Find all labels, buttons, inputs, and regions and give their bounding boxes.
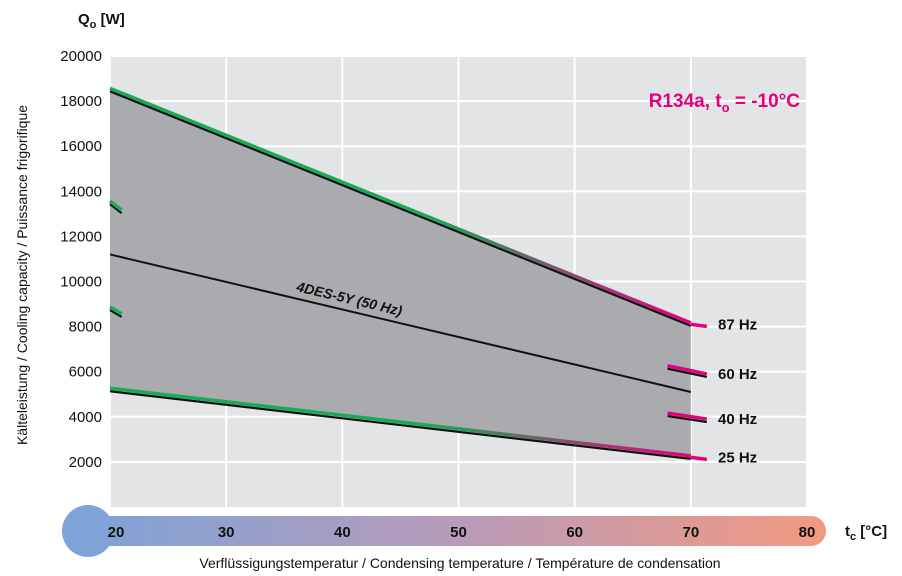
x-axis-color-bar: [88, 516, 826, 546]
y-tick-label: 8000: [69, 319, 102, 336]
y-tick-label: 20000: [60, 48, 102, 65]
series-line-4: [109, 253, 692, 393]
series-line-1-shadow: [667, 367, 708, 379]
series-line-2: [667, 411, 708, 421]
series-line-3-shadow: [109, 390, 691, 460]
series-line-3-tail: [690, 455, 708, 462]
y-tick-label: 16000: [60, 138, 102, 155]
x-tick-label: 20: [108, 524, 125, 541]
x-tick-label: 60: [566, 524, 583, 541]
series-line-2-start-shadow: [109, 309, 123, 318]
x-tick-label: 50: [450, 524, 467, 541]
x-axis-bottom-label: Verflüssigungstemperatur / Condensing te…: [199, 555, 720, 571]
series-line-2-shadow: [667, 414, 707, 424]
x-tick-label: 70: [682, 524, 699, 541]
series-line-0-shadow: [109, 90, 692, 327]
series-lines: [108, 86, 708, 462]
series-line-1-start-shadow: [109, 203, 123, 214]
x-axis-bar-start-circle: [62, 505, 114, 557]
frequency-label: 87 Hz: [718, 316, 757, 333]
series-line-0-tail: [690, 322, 708, 329]
series-line-1-start: [108, 199, 123, 212]
series-line-1: [667, 363, 708, 376]
y-axis-rotated-label: Kälteleistung / Cooling capacity / Puiss…: [14, 105, 30, 445]
frequency-labels: 87 Hz 60 Hz 40 Hz 25 Hz: [718, 316, 757, 466]
series-line-0: [109, 86, 692, 325]
frequency-label: 40 Hz: [718, 411, 757, 428]
x-axis-title: tc [°C]: [845, 523, 887, 543]
frequency-label: 60 Hz: [718, 366, 757, 383]
series-line-2-start: [109, 305, 123, 316]
y-axis-title: Qo [W]: [78, 11, 125, 31]
y-tick-label: 10000: [60, 274, 102, 291]
y-tick-label: 2000: [69, 454, 102, 471]
y-tick-label: 4000: [69, 409, 102, 426]
y-tick-label: 6000: [69, 364, 102, 381]
y-tick-labels: 2000 4000 6000 8000 10000 12000 14000 16000 1800…: [60, 48, 102, 471]
x-tick-label: 80: [799, 524, 816, 541]
y-tick-label: 18000: [60, 93, 102, 110]
y-tick-label: 14000: [60, 183, 102, 200]
x-tick-label: 40: [334, 524, 351, 541]
y-tick-label: 12000: [60, 228, 102, 245]
operating-envelope: [110, 89, 691, 458]
frequency-label: 25 Hz: [718, 449, 757, 466]
refrigerant-annotation: R134a, to = -10°C: [649, 91, 801, 115]
x-tick-labels: 20 30 40 50 60 70 80: [108, 524, 816, 541]
series-line-3: [109, 386, 692, 458]
x-tick-label: 30: [218, 524, 235, 541]
